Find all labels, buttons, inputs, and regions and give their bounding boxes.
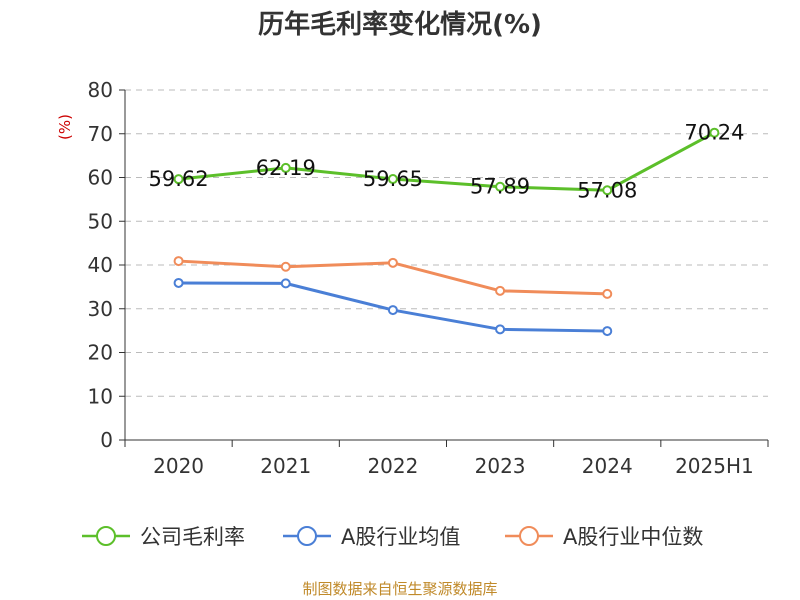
legend-marker [519, 526, 539, 546]
data-point [602, 288, 613, 299]
x-tick-label: 2021 [260, 454, 311, 478]
data-point [709, 127, 720, 138]
legend-item: A股行业均值 [283, 525, 460, 549]
legend-item: A股行业中位数 [505, 525, 703, 549]
legend-label: 公司毛利率 [140, 525, 245, 549]
legend-item: 公司毛利率 [82, 525, 245, 549]
y-tick-label: 70 [88, 122, 113, 146]
data-point [280, 261, 291, 272]
x-tick-label: 2025H1 [675, 454, 754, 478]
data-label: 70.24 [684, 121, 744, 145]
data-point [173, 256, 184, 267]
data-point [602, 185, 613, 196]
x-tick-label: 2024 [582, 454, 633, 478]
series-line-0 [178, 131, 716, 192]
x-tick-label: 2022 [367, 454, 418, 478]
y-tick-label: 50 [88, 209, 113, 233]
y-tick-label: 20 [88, 341, 113, 365]
data-point [495, 285, 506, 296]
data-point [387, 257, 398, 268]
y-tick-label: 40 [88, 253, 113, 277]
data-point [387, 305, 398, 316]
data-point [280, 162, 291, 173]
chart-title: 历年毛利率变化情况(%) [258, 9, 542, 40]
axes: 0 10 20 30 40 50 60 70 80 2020 2021 2022 2023 2024 202… [88, 78, 769, 478]
y-tick-label: 30 [88, 297, 113, 321]
data-point [173, 174, 184, 185]
data-label: 59.62 [149, 167, 209, 191]
data-point [602, 326, 613, 337]
legend-label: A股行业均值 [341, 525, 460, 549]
y-tick-label: 0 [100, 428, 113, 452]
data-point [387, 174, 398, 185]
y-tick-label: 80 [88, 78, 113, 102]
data-point [280, 278, 291, 289]
y-tick-label: 60 [88, 166, 113, 190]
data-labels: 59.62 62.19 59.65 57.89 57.08 70.24 [149, 121, 745, 203]
legend-marker [297, 526, 317, 546]
data-label: 62.19 [256, 156, 316, 180]
y-axis-label: (%) [56, 114, 74, 140]
data-label: 57.08 [577, 178, 637, 202]
legend-label: A股行业中位数 [563, 525, 703, 549]
x-tick-label: 2020 [153, 454, 204, 478]
data-label: 57.89 [470, 175, 530, 199]
data-point [173, 277, 184, 288]
gridlines [125, 89, 768, 397]
y-tick-label: 10 [88, 384, 113, 408]
data-label: 59.65 [363, 167, 423, 191]
source-note: 制图数据来自恒生聚源数据库 [302, 580, 497, 598]
series-layer [173, 127, 720, 337]
legend-marker [96, 526, 116, 546]
legend: 公司毛利率 A股行业均值 A股行业中位数 [82, 525, 703, 549]
data-point [495, 324, 506, 335]
data-point [495, 181, 506, 192]
x-tick-label: 2023 [475, 454, 526, 478]
